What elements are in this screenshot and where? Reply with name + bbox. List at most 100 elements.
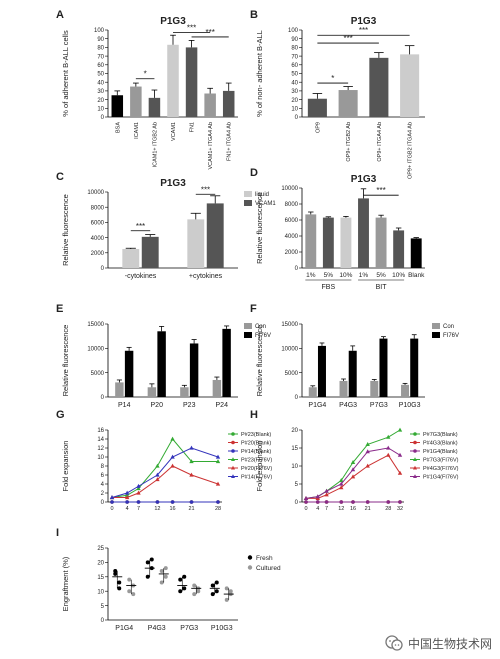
legend-marker [231,432,235,436]
bar [141,236,159,268]
data-point [182,574,187,579]
y-tick-label: 25 [97,546,104,552]
bar [401,384,410,397]
legend-marker [231,465,235,470]
legend-label: P#23(FI76V) [241,458,272,464]
x-tick-label: 0 [304,506,307,512]
y-axis-label: Relative fluorescence [61,325,70,397]
y-tick-label: 15 [291,446,298,452]
y-axis-label: % of adherent B-ALL cells [61,30,70,117]
x-tick-label: Blank [408,272,425,279]
bar [410,238,422,268]
y-tick-label: 60 [291,63,298,69]
x-tick-label: 21 [188,506,194,512]
data-point [178,589,183,594]
significance-label: * [331,74,334,83]
legend-label: Con [255,324,266,330]
y-tick-label: 0 [295,500,299,506]
x-tick-label: 21 [365,506,371,512]
data-point [339,478,344,482]
y-tick-label: 4 [101,482,105,488]
panel-e: 0 5000 10000 15000 Relative fluorescence E P14… [56,303,271,409]
data-point [136,483,141,488]
data-point [397,452,403,457]
x-tick-label: 10% [392,272,405,279]
group-label: BIT [376,284,388,291]
y-tick-label: 80 [291,46,298,52]
legend-label: FI76V [255,333,271,339]
y-tick-label: 0 [101,395,105,401]
data-point [189,472,194,477]
x-tick-label: P4G3 [148,625,166,632]
x-tick-label: 7 [137,506,140,512]
x-tick-label: P24 [216,402,229,409]
data-point [113,569,118,574]
bar [307,98,327,117]
data-point [117,586,122,591]
legend-label: P#1G4(Blank) [423,449,458,455]
significance-label: *** [359,26,368,35]
y-axis-label: Relative fluorescence [255,325,264,397]
legend-label: Cultured [256,565,281,572]
data-point [163,566,168,571]
data-point [365,463,370,468]
panel-g: 0 2 4 6 8 10 12 14 16 Fold expansion G 0 4 7 12 16 21 28 P… [56,409,272,512]
y-axis-label: Fold expansion [255,441,264,492]
y-tick-label: 0 [101,500,105,506]
x-tick-label: 7 [325,506,328,512]
significance-label: *** [343,34,352,43]
legend-marker [247,565,253,570]
y-tick-label: 14 [97,437,104,443]
data-point [182,586,187,591]
data-point [397,470,403,475]
legend-label: P#23(Blank) [241,432,271,438]
bar [206,203,224,268]
y-tick-label: 0 [295,266,299,272]
data-point [170,500,175,504]
legend-label: P#4G3(FI76V) [423,466,459,472]
x-tick-label: OP9+ ITGB2 Ab [346,122,352,162]
data-point [189,459,194,464]
bar [370,380,379,397]
panel-a: 0 10 20 30 40 50 60 70 80 90 100 % of adherent B-AL… [56,9,238,170]
data-point [136,486,141,491]
x-tick-label: P14 [118,402,131,409]
panel-h: 0 5 10 15 20 Fold expansion H 0 4 7 12 16 21 28 32 P#7G… [250,409,459,512]
bar [167,44,179,117]
legend-label: liquid [255,192,269,198]
data-point [155,463,160,468]
x-tick-label: ICAM1 [134,122,140,139]
y-tick-label: 2 [101,491,105,497]
data-point [189,500,194,504]
y-tick-label: 5000 [91,371,105,377]
legend-label: P#1G4(FI76V) [423,475,459,481]
data-point [365,500,370,504]
bar [115,382,124,397]
data-point [397,427,403,432]
y-tick-label: 60 [97,63,104,69]
x-tick-label: P20 [151,402,164,409]
legend-label: Con [443,324,454,330]
legend-label: Fresh [256,555,273,562]
y-tick-label: 15000 [281,322,298,328]
data-point [386,452,391,457]
y-tick-label: 50 [291,72,298,78]
legend-label: P#20(Blank) [241,441,271,447]
x-tick-label: 1% [306,272,316,279]
x-tick-label: P4G3 [339,402,357,409]
series-line [111,438,218,498]
significance-label: * [144,70,147,79]
y-tick-label: 90 [291,37,298,43]
y-tick-label: 50 [97,72,104,78]
y-tick-label: 20 [291,428,298,434]
y-tick-label: 0 [295,115,299,121]
y-tick-label: 0 [101,115,105,121]
legend-swatch [244,332,252,338]
bar [393,230,405,268]
x-tick-label: P7G3 [370,402,388,409]
watermark-text: 中国生物技术网 [407,636,492,651]
x-tick-label: 12 [154,506,160,512]
significance-label: *** [136,222,145,231]
y-tick-label: 5 [295,482,299,488]
